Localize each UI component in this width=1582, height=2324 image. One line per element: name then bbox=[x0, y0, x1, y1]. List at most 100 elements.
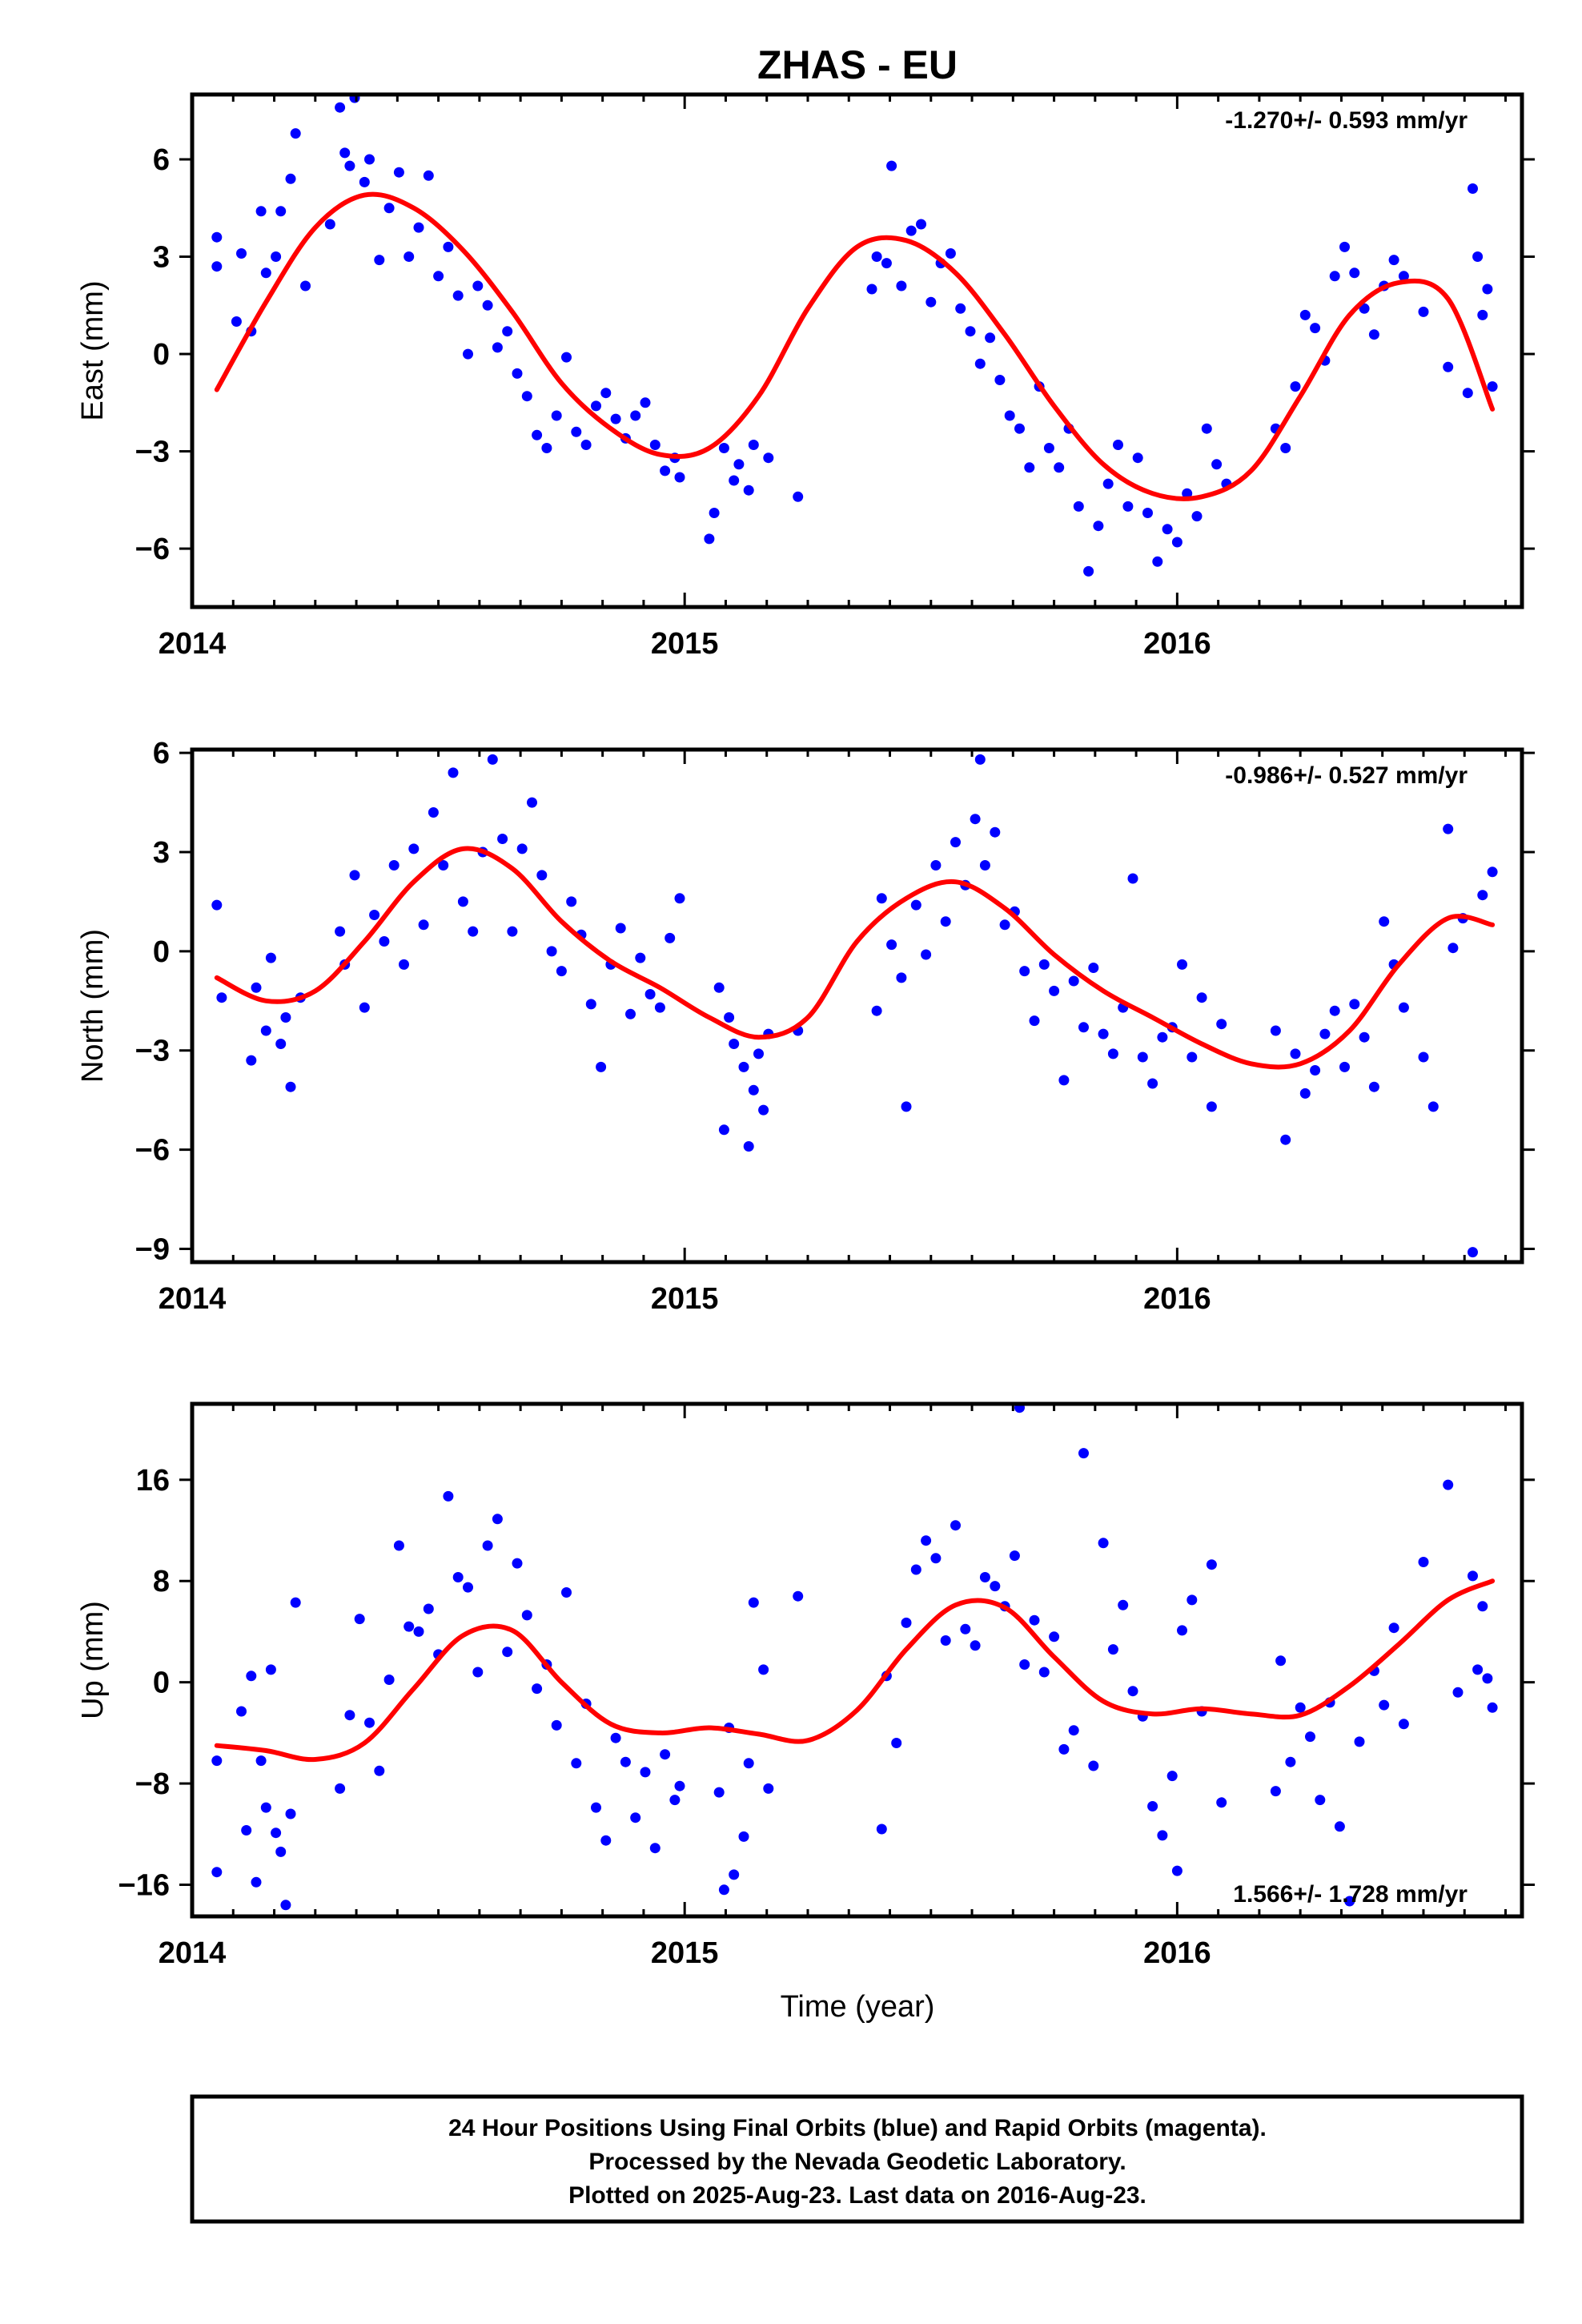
data-point bbox=[1122, 501, 1134, 512]
data-point bbox=[1275, 1655, 1287, 1667]
up-y-axis-label: Up (mm) bbox=[76, 1601, 110, 1719]
data-point bbox=[1162, 524, 1173, 535]
data-point bbox=[635, 952, 646, 963]
data-point bbox=[527, 797, 537, 808]
data-point bbox=[733, 459, 745, 470]
data-point bbox=[660, 1749, 671, 1760]
data-point bbox=[1186, 1594, 1198, 1606]
data-point bbox=[457, 896, 468, 907]
data-point bbox=[974, 754, 986, 765]
y-tick-label: 0 bbox=[153, 338, 170, 372]
data-point bbox=[990, 1581, 1001, 1592]
data-point bbox=[729, 1869, 740, 1880]
data-point bbox=[359, 1002, 370, 1013]
data-point bbox=[344, 1710, 355, 1721]
data-point bbox=[1398, 1719, 1409, 1730]
y-tick-label: −6 bbox=[135, 1134, 170, 1168]
data-point bbox=[546, 946, 557, 957]
data-point bbox=[1201, 423, 1212, 434]
data-point bbox=[970, 1640, 981, 1651]
data-point bbox=[994, 375, 1006, 385]
data-point bbox=[591, 400, 601, 412]
data-point bbox=[1270, 1025, 1281, 1036]
data-point bbox=[1004, 410, 1015, 421]
data-point bbox=[625, 1008, 636, 1019]
data-point bbox=[1009, 1550, 1020, 1562]
footer-box bbox=[190, 2094, 1524, 2224]
north-rate-annotation: -0.986+/- 0.527 mm/yr bbox=[1225, 762, 1468, 789]
data-point bbox=[1191, 511, 1203, 522]
data-point bbox=[1418, 1557, 1429, 1567]
footer-line-1: 24 Hour Positions Using Final Orbits (bl… bbox=[448, 2115, 1267, 2141]
data-point bbox=[1477, 309, 1488, 320]
data-point bbox=[1157, 1031, 1168, 1043]
data-point bbox=[738, 1061, 749, 1072]
data-point bbox=[886, 160, 897, 171]
data-point bbox=[438, 860, 449, 870]
data-point bbox=[1152, 556, 1163, 567]
data-point bbox=[886, 939, 897, 951]
data-point bbox=[1452, 1687, 1464, 1698]
data-point bbox=[955, 303, 966, 314]
data-point bbox=[1329, 271, 1340, 282]
data-point bbox=[1078, 1448, 1089, 1459]
data-point bbox=[1468, 1570, 1478, 1582]
y-tick-label: −3 bbox=[135, 436, 170, 469]
data-point bbox=[990, 826, 1001, 838]
y-tick-label: 16 bbox=[136, 1464, 170, 1498]
x-tick-label: 2016 bbox=[1143, 627, 1211, 661]
data-point bbox=[649, 1843, 661, 1854]
data-point bbox=[649, 440, 661, 450]
data-point bbox=[1443, 361, 1454, 372]
east-rate-annotation: -1.270+/- 0.593 mm/yr bbox=[1225, 107, 1468, 134]
x-tick-label: 2016 bbox=[1143, 1936, 1211, 1970]
data-point bbox=[1078, 1022, 1089, 1033]
data-point bbox=[901, 1101, 912, 1112]
data-point bbox=[285, 1808, 296, 1819]
data-point bbox=[748, 1597, 759, 1608]
data-point bbox=[950, 1520, 961, 1531]
data-point bbox=[1049, 985, 1060, 996]
data-point bbox=[1349, 999, 1360, 1010]
data-point bbox=[910, 899, 921, 911]
data-point bbox=[896, 972, 907, 983]
data-point bbox=[1083, 565, 1094, 577]
data-point bbox=[1319, 1028, 1331, 1039]
data-point bbox=[793, 491, 804, 502]
data-point bbox=[452, 1572, 464, 1582]
data-point bbox=[1398, 271, 1409, 282]
data-point bbox=[1379, 1699, 1390, 1711]
data-point bbox=[1472, 1664, 1484, 1675]
data-point bbox=[285, 1081, 296, 1092]
data-point bbox=[1487, 866, 1498, 878]
data-point bbox=[423, 170, 434, 181]
data-point bbox=[532, 1683, 543, 1695]
data-point bbox=[901, 1617, 912, 1628]
north-y-axis-label: North (mm) bbox=[76, 929, 110, 1083]
data-point bbox=[1354, 1736, 1365, 1747]
data-point bbox=[260, 1802, 271, 1813]
data-point bbox=[596, 1061, 607, 1072]
data-point bbox=[335, 102, 346, 113]
data-point bbox=[921, 1535, 932, 1546]
data-point bbox=[871, 251, 882, 262]
data-point bbox=[916, 219, 926, 230]
data-point bbox=[418, 919, 429, 931]
data-point bbox=[1477, 890, 1488, 901]
data-point bbox=[1270, 1786, 1281, 1797]
data-point bbox=[1379, 916, 1390, 927]
y-tick-label: 3 bbox=[153, 836, 170, 870]
up-points bbox=[211, 1402, 1498, 1911]
data-point bbox=[265, 1664, 276, 1675]
data-point bbox=[876, 1823, 887, 1835]
data-point bbox=[704, 533, 715, 545]
data-point bbox=[246, 1055, 257, 1066]
data-point bbox=[339, 147, 351, 159]
data-point bbox=[236, 1706, 247, 1717]
data-point bbox=[1468, 1247, 1478, 1258]
data-point bbox=[669, 1795, 681, 1806]
data-point bbox=[926, 296, 937, 308]
data-point bbox=[211, 1755, 223, 1767]
data-point bbox=[428, 807, 439, 818]
